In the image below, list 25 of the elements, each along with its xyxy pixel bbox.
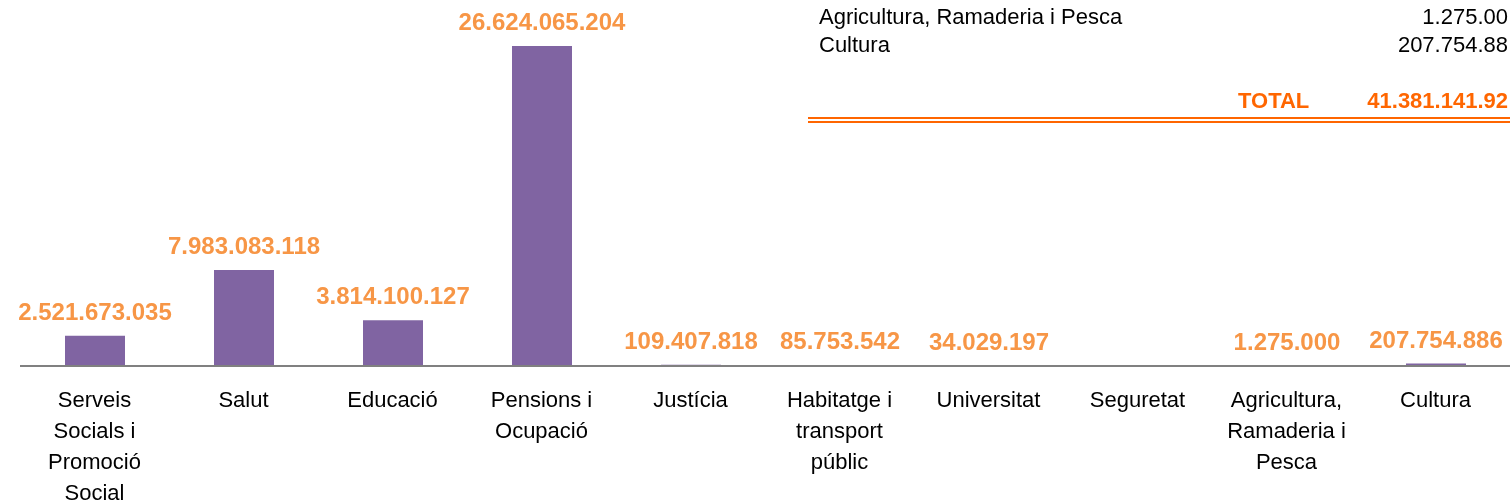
data-label: 207.754.886 <box>1369 325 1503 353</box>
x-tick-label: Universitat <box>936 387 1041 412</box>
data-label: 2.521.673.035 <box>18 297 172 325</box>
data-label: 3.814.100.127 <box>316 282 470 310</box>
x-tick-label: Justícia <box>653 387 729 412</box>
x-tick-label: Educació <box>347 387 438 412</box>
text: 1.275.00 <box>1422 3 1508 31</box>
x-tick-label: Cultura <box>1400 387 1472 412</box>
annotation: TOTAL <box>1238 87 1310 115</box>
data-label: 1.275.000 <box>1233 327 1341 355</box>
data-label: 7.983.083.118 <box>167 232 321 260</box>
x-tick-label: Agricultura, Ramaderia i Pesca <box>1227 387 1346 474</box>
data-label: 34.029.197 <box>928 327 1050 355</box>
x-tick-label: Seguretat <box>1089 387 1186 412</box>
x-tick-label: Salut <box>218 387 269 412</box>
annotation: 207.754.88 <box>1397 31 1508 59</box>
annotation: Cultura <box>819 31 890 59</box>
data-label: 85.753.542 <box>779 326 901 354</box>
x-tick-label: Habitatge i transport públic <box>786 387 893 474</box>
x-tick-label: Serveis Socials i Promoció Social <box>48 387 141 502</box>
annotation: 41.381.141.92 <box>1367 87 1508 115</box>
text: Agricultura, Ramaderia i Pesca <box>819 3 1123 31</box>
data-label: 109.407.818 <box>624 326 758 354</box>
x-tick-label: Pensions i Ocupació <box>490 387 593 443</box>
data-label: 26.624.065.204 <box>458 8 627 35</box>
